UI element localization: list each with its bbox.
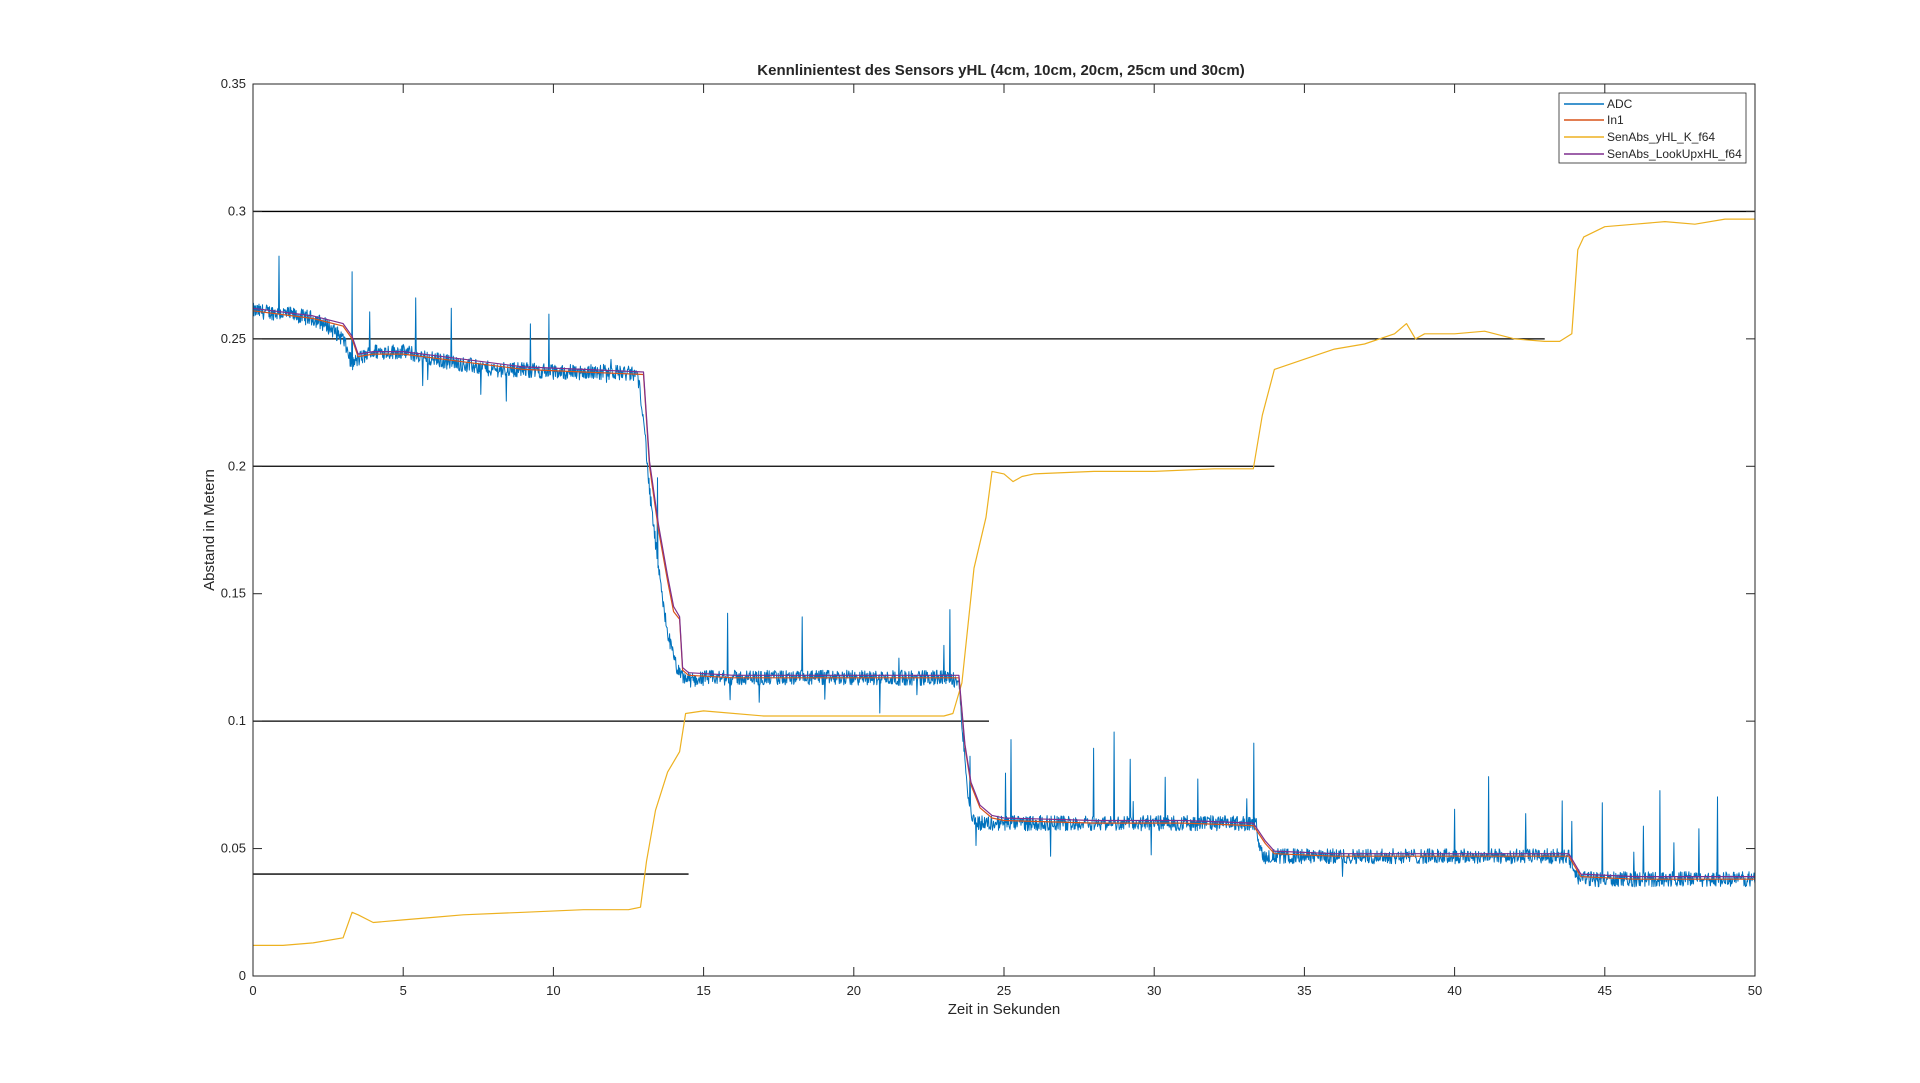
series-line-in1 — [252, 310, 1755, 880]
series-layer — [252, 218, 1756, 946]
y-tick-label: 0.25 — [221, 331, 246, 346]
x-tick-label: 10 — [546, 983, 560, 998]
x-tick-label: 40 — [1447, 983, 1461, 998]
legend-label-lookup: SenAbs_LookUpxHL_f64 — [1607, 147, 1742, 161]
legend-label-yhl: SenAbs_yHL_K_f64 — [1607, 130, 1715, 144]
y-tick-label: 0.15 — [221, 586, 246, 601]
y-tick-label: 0.3 — [228, 203, 246, 218]
x-axis-label: Zeit in Sekunden — [948, 1001, 1061, 1018]
x-tick-label: 45 — [1598, 983, 1612, 998]
chart-title: Kennlinientest des Sensors yHL (4cm, 10c… — [757, 62, 1244, 79]
y-tick-label: 0.2 — [228, 458, 246, 473]
y-tick-label: 0.35 — [221, 76, 246, 91]
y-tick-label: 0.1 — [228, 713, 246, 728]
y-axis: 0 0.05 0.1 0.15 0.2 0.25 0.3 0.35 — [221, 76, 1755, 983]
x-tick-label: 35 — [1297, 983, 1311, 998]
plot-area — [253, 84, 1755, 976]
legend[interactable]: ADC In1 SenAbs_yHL_K_f64 SenAbs_LookUpxH… — [1558, 92, 1747, 164]
x-tick-label: 5 — [400, 983, 407, 998]
x-tick-label: 50 — [1748, 983, 1762, 998]
x-axis: 0 5 10 15 20 25 30 35 40 45 50 — [249, 84, 1762, 998]
legend-label-adc: ADC — [1607, 97, 1633, 111]
y-axis-label: Abstand in Metern — [201, 469, 218, 591]
series-line-senabs-yhl-k-f64 — [253, 218, 1755, 946]
x-tick-label: 15 — [696, 983, 710, 998]
legend-label-in1: In1 — [1607, 113, 1624, 127]
x-tick-label: 30 — [1147, 983, 1161, 998]
x-tick-label: 25 — [997, 983, 1011, 998]
series-line-senabs-lookupxhl-f64 — [252, 307, 1755, 878]
y-tick-label: 0.05 — [221, 841, 246, 856]
reference-lines — [253, 210, 1755, 875]
x-tick-label: 20 — [847, 983, 861, 998]
x-tick-label: 0 — [249, 983, 256, 998]
y-tick-label: 0 — [239, 968, 246, 983]
